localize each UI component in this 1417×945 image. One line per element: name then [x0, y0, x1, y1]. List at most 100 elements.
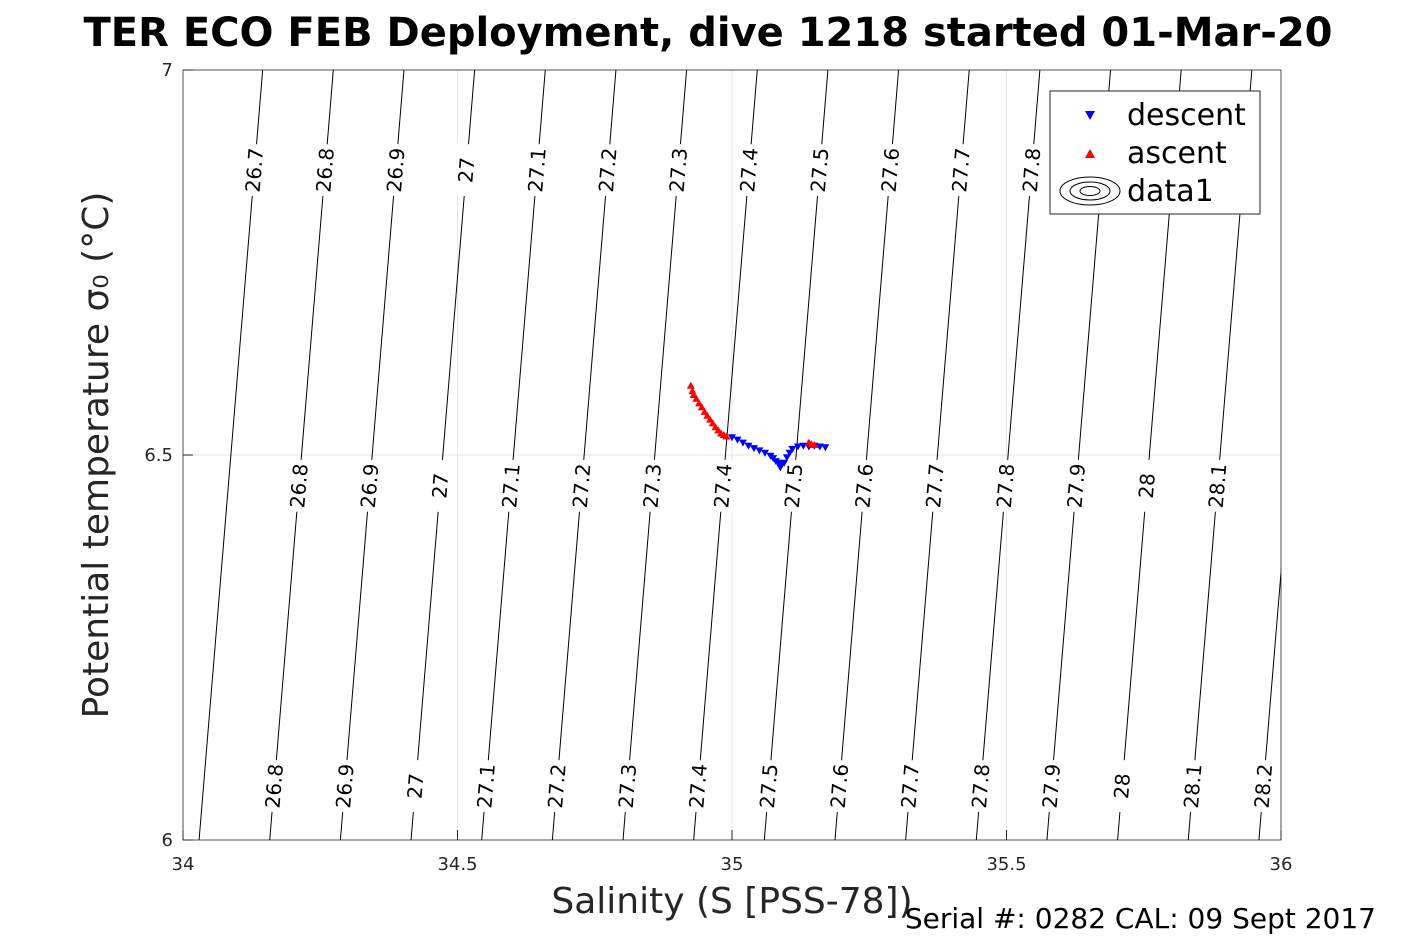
data-series — [686, 381, 830, 472]
descent-point — [755, 447, 764, 455]
contour-line — [481, 70, 546, 840]
contour-label-text: 27 — [453, 156, 479, 183]
x-tick-label: 35.5 — [986, 854, 1026, 875]
x-axis-label: Salinity (S [PSS-78]) — [551, 881, 912, 922]
contour-label-text: 27.4 — [709, 463, 737, 509]
y-axis-ticks: 66.57 — [144, 60, 193, 851]
contour-label: 27.7 — [946, 143, 976, 197]
contour-label-text: 27.5 — [755, 763, 783, 809]
contour-label-text: 27.3 — [638, 463, 666, 509]
y-tick-label: 6.5 — [144, 445, 173, 466]
ascent-point — [692, 394, 701, 402]
contour-label-text: 27.7 — [921, 463, 949, 509]
contour-line — [269, 70, 334, 840]
contour-label-text: 27.1 — [472, 763, 500, 809]
x-tick-label: 36 — [1270, 854, 1293, 875]
legend-box — [1049, 90, 1261, 215]
descent-point — [776, 464, 785, 472]
contour-line — [1258, 566, 1281, 840]
contour-label: 27.6 — [876, 143, 905, 197]
contour-line — [763, 70, 829, 840]
contour-label-text: 26.9 — [382, 147, 410, 193]
legend-contour-icon — [1059, 176, 1121, 206]
ascent-point — [697, 403, 706, 411]
contour-line — [551, 70, 617, 840]
contour-line — [339, 70, 405, 840]
contour-label: 28.1 — [1203, 458, 1232, 513]
series-ascent — [686, 381, 819, 448]
contour-label: 28 — [1107, 759, 1137, 813]
contour-label: 27.5 — [779, 458, 808, 513]
contour-label: 27 — [426, 458, 455, 513]
contour-label-text: 27.8 — [1018, 147, 1046, 193]
contour-label-text: 27.6 — [877, 147, 905, 193]
contour-label: 27.2 — [593, 143, 622, 197]
grid-lines — [183, 70, 1281, 840]
contour-label-text: 27.6 — [850, 463, 878, 509]
contour-label-text: 27.9 — [1038, 763, 1066, 809]
contour-label: 26.9 — [330, 759, 359, 813]
descent-point — [733, 436, 742, 444]
contour-label-text: 27.2 — [543, 763, 571, 809]
contour-label: 27.4 — [708, 458, 738, 513]
chart-title: TER ECO FEB Deployment, dive 1218 starte… — [83, 10, 1332, 56]
contour-label-text: 27.1 — [523, 147, 551, 193]
descent-point — [788, 445, 797, 453]
contour-label-text: 26.7 — [241, 147, 269, 193]
contour-label-text: 27.7 — [896, 763, 924, 809]
y-tick-label: 7 — [162, 60, 173, 81]
contour-label: 27.2 — [542, 759, 571, 813]
contour-label: 27 — [452, 143, 481, 197]
series-descent — [728, 434, 830, 472]
contour-label-text: 28.1 — [1204, 463, 1232, 509]
contour-label-text: 26.9 — [331, 763, 359, 809]
descent-point — [780, 459, 789, 467]
contour-label-text: 27.1 — [497, 463, 525, 509]
contour-label-text: 26.8 — [285, 463, 313, 509]
contour-label: 27.4 — [684, 759, 713, 813]
descent-point — [782, 454, 791, 462]
contour-label: 27.4 — [734, 143, 764, 197]
contour-label: 26.8 — [310, 143, 340, 197]
contour-label-text: 27.8 — [992, 463, 1020, 509]
contour-label-text: 28.1 — [1179, 763, 1207, 809]
contour-label: 27.9 — [1037, 759, 1066, 813]
y-axis-label: Potential temperature σ₀ (°C) — [76, 192, 117, 719]
contour-label: 28.1 — [1178, 759, 1207, 813]
x-tick-label: 35 — [721, 854, 744, 875]
descent-point — [749, 445, 758, 453]
contour-label: 27.7 — [895, 759, 925, 813]
contour-line — [834, 70, 900, 840]
contour-label-text: 27.4 — [735, 147, 763, 193]
contour-label: 28.2 — [1249, 759, 1278, 813]
contour-label: 27.3 — [613, 759, 642, 813]
y-tick-label: 6 — [162, 830, 173, 851]
descent-point — [815, 443, 824, 451]
contour-label: 27.1 — [496, 458, 526, 513]
contour-label-text: 27.7 — [947, 147, 975, 193]
ascent-point — [810, 440, 819, 448]
density-contours — [198, 70, 1281, 840]
contour-label-text: 27.9 — [1062, 463, 1090, 509]
contour-label: 27.8 — [991, 458, 1020, 513]
contour-label-text: 28 — [1134, 472, 1160, 499]
contour-line — [198, 70, 264, 840]
legend-descent-marker-icon — [1085, 111, 1095, 120]
contour-label: 27.8 — [1017, 143, 1046, 197]
contour-label: 27.1 — [472, 759, 501, 813]
contour-label: 26.8 — [284, 458, 314, 513]
contour-line — [693, 70, 758, 840]
legend-descent-label: descent — [1127, 98, 1246, 133]
descent-point — [738, 439, 747, 447]
contour-label-text: 27.2 — [568, 463, 596, 509]
legend: descent ascent data1 — [1049, 90, 1261, 215]
contour-label-text: 27 — [402, 772, 428, 799]
contour-label: 28 — [1132, 458, 1161, 513]
contour-label-text: 28 — [1109, 772, 1135, 799]
descent-point — [793, 443, 802, 451]
contour-label: 27.8 — [966, 759, 995, 813]
legend-ascent-marker-icon — [1085, 149, 1095, 158]
contour-line — [975, 70, 1041, 840]
descent-point — [744, 442, 753, 450]
